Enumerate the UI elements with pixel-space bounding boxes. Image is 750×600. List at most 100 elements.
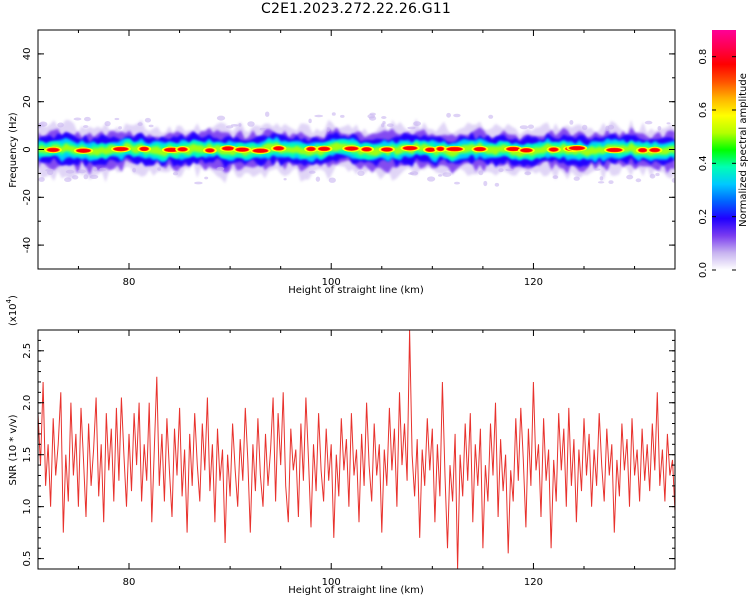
- spectrogram-panel: 80 100 120 40 20 0 -20 -40 Height of straight …: [8, 29, 676, 296]
- spectrogram-speckle: [194, 181, 203, 185]
- snr-y-tick-label: 1.5: [22, 447, 33, 463]
- spectrogram-hotspot: [236, 147, 249, 152]
- spectrogram-hotspot: [607, 148, 622, 152]
- spectrogram-hotspot: [447, 147, 462, 151]
- spectrogram-speckle: [454, 181, 460, 185]
- spectrogram-speckle: [478, 170, 484, 176]
- spectrogram-speckle: [265, 111, 270, 117]
- spectrogram-hotspot: [47, 148, 59, 152]
- spectrogram-speckle: [386, 123, 394, 127]
- snr-y-tick-label: 0.5: [22, 551, 33, 567]
- spectrogram-speckle: [89, 174, 99, 179]
- spectrogram-speckle: [247, 121, 255, 127]
- spectrogram-speckle: [38, 177, 45, 182]
- spectrogram-speckle: [582, 124, 588, 130]
- spectrogram-x-axis-label: Height of straight line (km): [288, 285, 424, 296]
- spectrogram-hotspot: [507, 147, 520, 151]
- spectrogram-speckle: [488, 114, 494, 119]
- spectrogram-speckle: [226, 125, 234, 129]
- spectrogram-y-tick-label: -40: [22, 237, 33, 253]
- spectrogram-hotspot: [474, 147, 486, 151]
- svg-text:(x104): (x104): [5, 295, 19, 326]
- spectrogram-speckle: [635, 178, 642, 183]
- spectrogram-speckle: [413, 121, 421, 126]
- spectrogram-speckle: [657, 126, 662, 131]
- spectrogram-hotspot: [437, 147, 444, 151]
- spectrogram-speckle: [216, 115, 226, 121]
- spectrogram-speckle: [569, 120, 574, 125]
- spectrogram-speckle: [83, 174, 89, 180]
- spectrogram-speckle: [666, 122, 671, 125]
- spectrogram-speckle: [671, 177, 675, 183]
- colorbar-gradient: [712, 30, 736, 270]
- spectrogram-speckle: [340, 114, 345, 118]
- spectrogram-speckle: [446, 112, 451, 118]
- spectrogram-x-tick-label: 80: [123, 277, 136, 288]
- spectrogram-hotspot: [345, 146, 358, 151]
- spectrogram-speckle: [409, 171, 419, 176]
- spectrogram-y-tick-label: 40: [22, 48, 33, 61]
- spectrogram-speckle: [132, 167, 137, 173]
- spectrogram-speckle: [427, 176, 436, 182]
- spectrogram-speckle: [519, 125, 529, 130]
- spectrogram-speckle: [72, 175, 79, 180]
- spectrogram-speckle: [259, 127, 266, 131]
- spectrogram-speckle: [438, 174, 443, 177]
- spectrogram-speckle: [84, 116, 91, 122]
- spectrogram-speckle: [204, 176, 209, 180]
- spectrogram-speckle: [524, 171, 532, 176]
- spectrogram-hotspot: [307, 147, 315, 151]
- spectrogram-speckle: [367, 114, 376, 119]
- spectrogram-speckle: [407, 126, 416, 130]
- spectrogram-speckle: [283, 178, 287, 181]
- spectrogram-speckle: [314, 114, 324, 118]
- spectrogram-speckle: [498, 168, 504, 173]
- spectrogram-heatmap: [38, 111, 675, 187]
- snr-frame: [37, 329, 676, 570]
- colorbar: 0.0 0.2 0.4 0.6 0.8 Normalized spectral ampl…: [698, 30, 749, 278]
- spectrogram-x-tick-label: 120: [524, 277, 543, 288]
- spectrogram-hotspot: [569, 146, 585, 150]
- snr-y-multiplier: (x104): [5, 295, 19, 326]
- spectrogram-speckle: [157, 167, 162, 171]
- spectrogram-speckle: [308, 118, 312, 124]
- spectrogram-speckle: [328, 177, 336, 183]
- spectrogram-speckle: [93, 167, 97, 172]
- spectrogram-speckle: [57, 122, 64, 128]
- spectrogram-speckle: [65, 169, 75, 174]
- spectrogram-y-tick-label: 0: [22, 146, 33, 152]
- spectrogram-speckle: [608, 180, 614, 185]
- spectrogram-speckle: [626, 174, 634, 180]
- snr-y-tick-label: 2.0: [22, 395, 33, 411]
- spectrogram-hotspot: [113, 147, 128, 151]
- spectrogram-speckle: [594, 168, 601, 171]
- spectrogram-speckle: [552, 175, 559, 180]
- spectrogram-speckle: [442, 172, 452, 178]
- spectrogram-speckle: [73, 117, 82, 121]
- spectrogram-speckle: [114, 117, 120, 121]
- spectrogram-hotspot: [222, 146, 234, 151]
- snr-y-axis-label: SNR (10 * v/v): [8, 414, 19, 485]
- spectrogram-hotspot: [318, 147, 330, 151]
- spectrogram-hotspot: [76, 148, 91, 153]
- spectrogram-speckle: [644, 120, 653, 125]
- spectrogram-speckle: [39, 121, 48, 127]
- colorbar-label: Normalized spectral amplitude: [738, 73, 749, 227]
- snr-panel: 80 100 120 0.5 1.0 1.5 2.0 2.5 Height of strai…: [5, 295, 676, 596]
- spectrogram-speckle: [527, 124, 535, 129]
- spectrogram-hotspot: [164, 148, 179, 152]
- colorbar-tick-label: 0.4: [698, 155, 709, 171]
- snr-x-tick-label: 80: [123, 577, 136, 588]
- colorbar-tick-label: 0.0: [698, 262, 709, 278]
- spectrogram-y-axis-label: Frequency (Hz): [8, 112, 19, 188]
- spectrogram-hotspot: [520, 148, 532, 153]
- spectrogram-speckle: [597, 181, 605, 184]
- spectrogram-hotspot: [650, 148, 660, 152]
- spectrogram-speckle: [47, 169, 54, 175]
- spectrogram-speckle: [357, 170, 365, 176]
- spectrogram-speckle: [607, 124, 615, 130]
- spectrogram-hotspot: [403, 146, 417, 150]
- spectrogram-speckle: [381, 123, 385, 128]
- spectrogram-speckle: [99, 167, 107, 172]
